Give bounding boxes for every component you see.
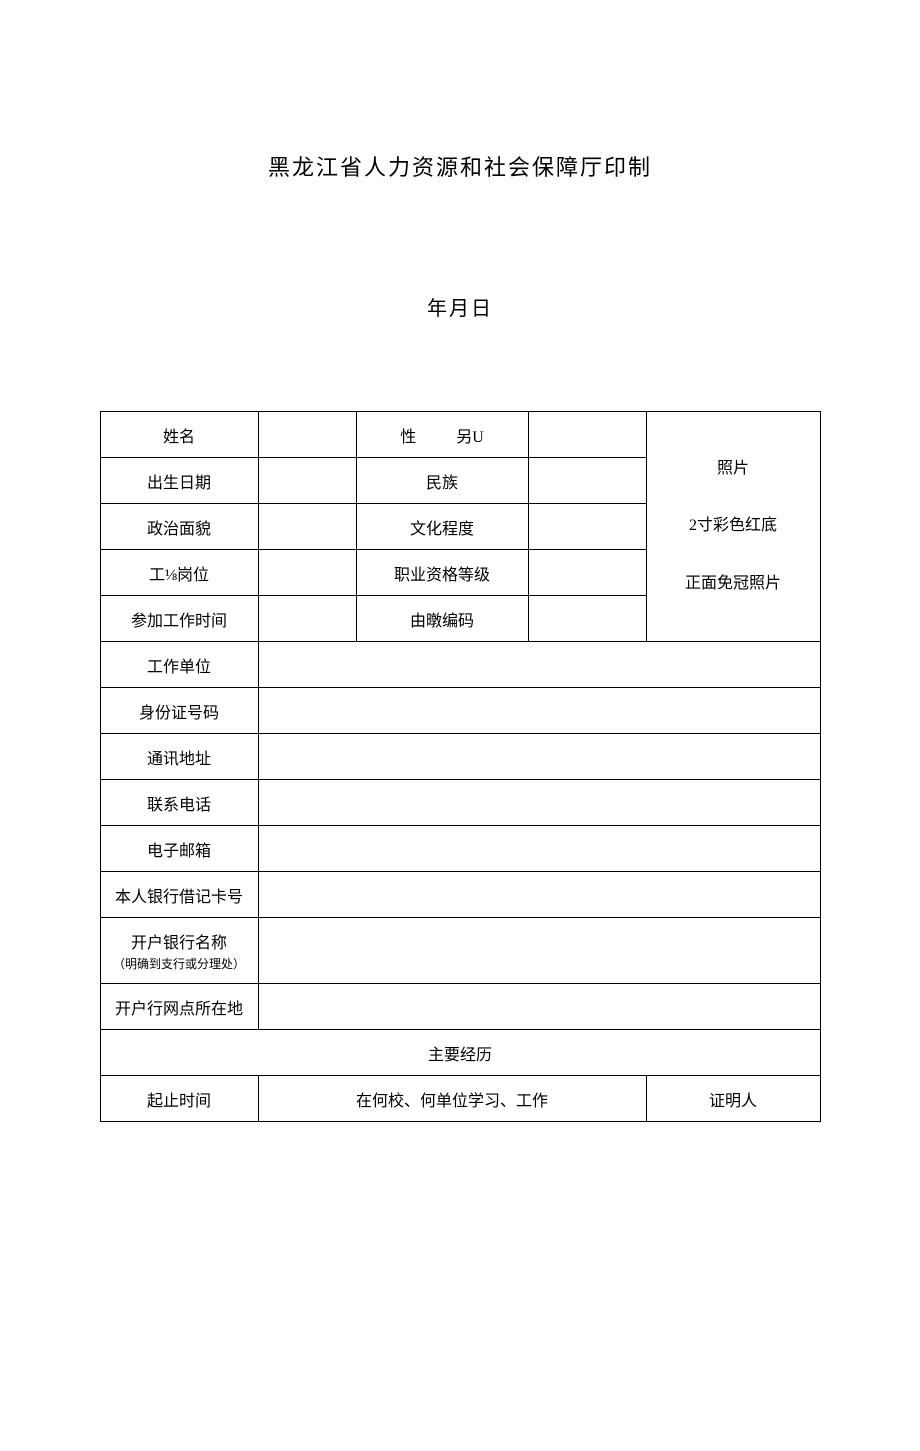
bankname-main: 开户银行名称 bbox=[131, 935, 227, 952]
value-address bbox=[258, 734, 820, 780]
label-education: 文化程度 bbox=[356, 504, 528, 550]
value-workstart bbox=[258, 596, 356, 642]
bankname-note: （明确到支行或分理处） bbox=[103, 955, 256, 972]
label-workstart: 参加工作时间 bbox=[100, 596, 258, 642]
value-ethnicity bbox=[528, 458, 646, 504]
value-qualification bbox=[528, 550, 646, 596]
value-name bbox=[258, 412, 356, 458]
table-row: 身份证号码 bbox=[100, 688, 820, 734]
label-ethnicity: 民族 bbox=[356, 458, 528, 504]
value-political bbox=[258, 504, 356, 550]
label-workplace: 工作单位 bbox=[100, 642, 258, 688]
photo-line3: 正面免冠照片 bbox=[685, 575, 781, 592]
section-history-header: 主要经历 bbox=[100, 1030, 820, 1076]
label-period: 起止时间 bbox=[100, 1076, 258, 1122]
table-row: 起止时间 在何校、何单位学习、工作 证明人 bbox=[100, 1076, 820, 1122]
label-gender: 性 另U bbox=[356, 412, 528, 458]
table-row: 开户行网点所在地 bbox=[100, 984, 820, 1030]
value-code bbox=[528, 596, 646, 642]
value-email bbox=[258, 826, 820, 872]
table-row: 联系电话 bbox=[100, 780, 820, 826]
value-bankname bbox=[258, 918, 820, 984]
value-birth bbox=[258, 458, 356, 504]
table-row: 电子邮箱 bbox=[100, 826, 820, 872]
table-row: 工作单位 bbox=[100, 642, 820, 688]
label-bankname: 开户银行名称 （明确到支行或分理处） bbox=[100, 918, 258, 984]
label-where: 在何校、何单位学习、工作 bbox=[258, 1076, 646, 1122]
table-row: 开户银行名称 （明确到支行或分理处） bbox=[100, 918, 820, 984]
value-debitcard bbox=[258, 872, 820, 918]
value-banklocation bbox=[258, 984, 820, 1030]
label-witness: 证明人 bbox=[646, 1076, 820, 1122]
label-gender-b: 另U bbox=[456, 429, 484, 446]
label-code: 由暾编码 bbox=[356, 596, 528, 642]
value-workplace bbox=[258, 642, 820, 688]
table-row: 通讯地址 bbox=[100, 734, 820, 780]
label-debitcard: 本人银行借记卡号 bbox=[100, 872, 258, 918]
photo-line2: 2寸彩色红底 bbox=[689, 517, 777, 534]
label-phone: 联系电话 bbox=[100, 780, 258, 826]
table-row: 姓名 性另U 照片 2寸彩色红底 正面免冠照片 bbox=[100, 412, 820, 458]
label-banklocation: 开户行网点所在地 bbox=[100, 984, 258, 1030]
label-qualification: 职业资格等级 bbox=[356, 550, 528, 596]
photo-line1: 照片 bbox=[717, 460, 749, 477]
label-address: 通讯地址 bbox=[100, 734, 258, 780]
value-education bbox=[528, 504, 646, 550]
value-phone bbox=[258, 780, 820, 826]
table-row: 主要经历 bbox=[100, 1030, 820, 1076]
value-gender bbox=[528, 412, 646, 458]
label-political: 政治面貌 bbox=[100, 504, 258, 550]
label-position: 工⅛岗位 bbox=[100, 550, 258, 596]
label-gender-a: 性 bbox=[400, 429, 416, 446]
date-line: 年月日 bbox=[0, 292, 920, 321]
value-position bbox=[258, 550, 356, 596]
registration-form-table: 姓名 性 另U 照片 2寸彩色红底 正面免冠照片 出生日期 民族 政治面貌 文化程… bbox=[100, 411, 821, 1122]
label-email: 电子邮箱 bbox=[100, 826, 258, 872]
label-idnumber: 身份证号码 bbox=[100, 688, 258, 734]
value-idnumber bbox=[258, 688, 820, 734]
issuer-title: 黑龙江省人力资源和社会保障厅印制 bbox=[0, 150, 920, 182]
label-birth: 出生日期 bbox=[100, 458, 258, 504]
table-row: 本人银行借记卡号 bbox=[100, 872, 820, 918]
label-name: 姓名 bbox=[100, 412, 258, 458]
photo-box: 照片 2寸彩色红底 正面免冠照片 bbox=[646, 412, 820, 642]
